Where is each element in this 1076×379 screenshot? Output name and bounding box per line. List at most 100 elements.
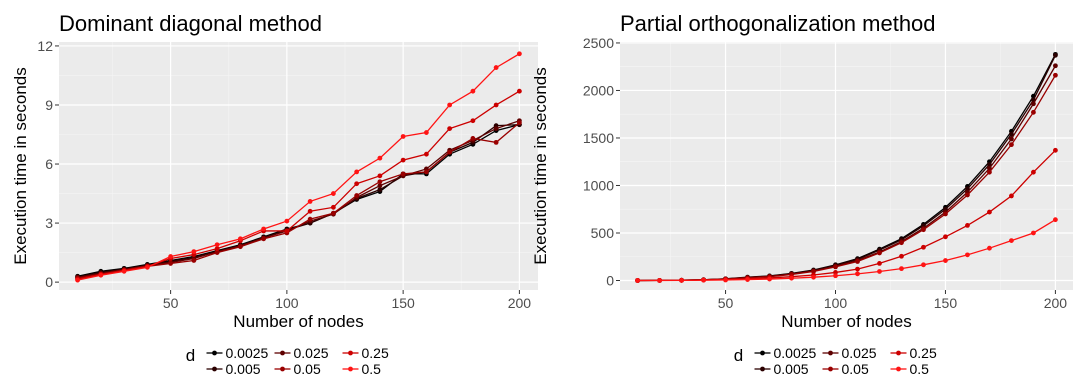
data-point [261, 236, 267, 242]
legend-item: 0.5 [342, 361, 382, 377]
data-point [701, 277, 706, 283]
data-point [855, 266, 860, 272]
data-point [965, 252, 970, 258]
data-point [168, 254, 174, 259]
data-point [354, 193, 360, 198]
data-point [400, 171, 406, 177]
data-point [899, 253, 904, 259]
x-tick-label: 50 [163, 295, 179, 311]
data-point [833, 264, 838, 270]
plot-background [620, 42, 1073, 290]
data-point [470, 118, 476, 124]
legend-key-point [280, 366, 285, 372]
series-line [77, 53, 520, 281]
data-point [377, 187, 383, 193]
data-point [516, 120, 522, 126]
y-tick-label: 6 [45, 156, 53, 172]
data-point [354, 169, 360, 175]
data-point [1009, 142, 1014, 148]
legend-label: 0.025 [842, 345, 877, 361]
data-point [191, 258, 197, 263]
x-axis-label: Number of nodes [781, 312, 911, 331]
legend-item: 0.005 [754, 361, 809, 377]
series-line [637, 219, 1056, 282]
y-tick-label: 0 [45, 274, 53, 290]
data-point [943, 234, 948, 240]
x-tick-label: 200 [1044, 295, 1068, 311]
data-point [921, 227, 926, 233]
data-point [307, 216, 313, 222]
data-point [899, 266, 904, 272]
data-point [1009, 238, 1014, 243]
y-tick-label: 2500 [583, 35, 614, 51]
data-point [943, 258, 948, 263]
y-tick-label: 12 [37, 38, 53, 54]
legend-key-point [348, 366, 353, 372]
data-point [423, 151, 429, 157]
y-tick-label: 1000 [583, 177, 614, 193]
data-point [447, 149, 453, 155]
data-point [400, 134, 406, 139]
legend-key-point [828, 366, 833, 372]
y-tick-label: 0 [606, 272, 614, 288]
data-point [1053, 52, 1058, 58]
x-tick-label: 150 [391, 295, 415, 311]
data-point [98, 272, 104, 278]
data-point [657, 278, 662, 283]
y-tick-label: 2000 [583, 82, 614, 98]
legend-label: 0.025 [294, 345, 329, 361]
legend-item: 0.025 [274, 345, 329, 361]
data-point [1009, 136, 1014, 142]
y-tick-label: 9 [45, 97, 53, 113]
data-point [723, 277, 728, 283]
legend-key-point [212, 366, 217, 372]
legend-label: 0.25 [362, 345, 389, 361]
data-point [1031, 230, 1036, 236]
series-0.5 [635, 217, 1058, 283]
legend-label: 0.5 [362, 361, 382, 377]
data-point [330, 191, 336, 196]
data-point [811, 269, 816, 274]
data-point [1053, 63, 1058, 69]
legend-label: 0.005 [774, 361, 809, 377]
x-tick-label: 200 [508, 295, 532, 311]
legend-key-point [212, 350, 217, 356]
legend-item: 0.25 [342, 345, 389, 361]
x-tick-label: 50 [718, 295, 734, 311]
legend-item: 0.0025 [754, 345, 817, 361]
y-tick-label: 1500 [583, 130, 614, 146]
data-point [987, 245, 992, 251]
legend-key-point [896, 350, 901, 356]
legend-key-point [760, 366, 765, 372]
data-point [493, 126, 499, 132]
data-point [447, 126, 453, 132]
data-point [75, 277, 81, 283]
data-point [789, 275, 794, 281]
data-point [470, 136, 476, 141]
data-point [1031, 101, 1036, 107]
data-point [470, 88, 476, 94]
data-point [1053, 72, 1058, 78]
data-point [1053, 147, 1058, 153]
data-point [284, 218, 290, 224]
data-point [921, 262, 926, 268]
data-point [679, 278, 684, 283]
y-tick-label: 3 [45, 215, 53, 231]
y-axis-label: Execution time in seconds [531, 67, 550, 265]
data-point [1053, 217, 1058, 223]
data-point [493, 65, 499, 70]
legend-key-point [828, 350, 833, 356]
data-point [214, 242, 220, 248]
legend-label: 0.0025 [774, 345, 817, 361]
data-point [745, 277, 750, 282]
data-point [237, 236, 243, 242]
chart-title: Partial orthogonalization method [620, 11, 936, 36]
data-point [899, 240, 904, 246]
plot-background [59, 42, 538, 290]
legend-title: d [186, 346, 195, 365]
data-point [855, 259, 860, 264]
data-point [965, 192, 970, 198]
data-point [877, 269, 882, 274]
